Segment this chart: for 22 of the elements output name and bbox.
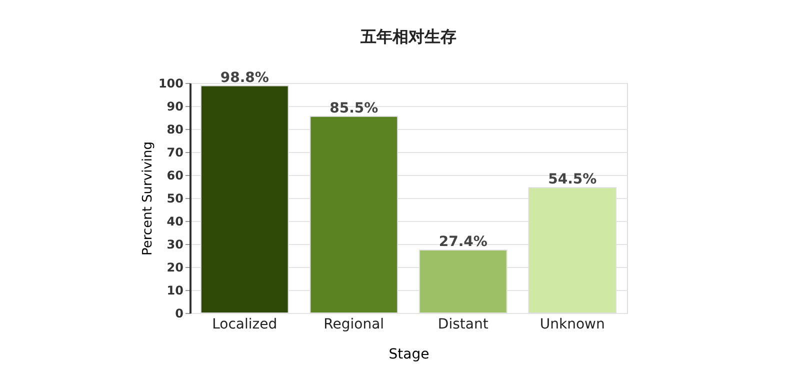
y-tick-label: 60 (166, 168, 184, 182)
data-label: 54.5% (548, 172, 597, 188)
data-label: 98.8% (220, 70, 269, 86)
x-tick-label: Distant (438, 316, 489, 332)
x-tick-label: Localized (212, 316, 278, 332)
y-tick-label: 50 (166, 192, 184, 206)
x-tick-label: Unknown (540, 316, 605, 332)
data-label: 85.5% (330, 100, 378, 116)
y-axis-title: Percent Surviving (140, 142, 156, 256)
y-tick-label: 70 (166, 146, 184, 160)
y-tick-label: 40 (166, 214, 184, 228)
y-tick-label: 30 (166, 238, 184, 252)
y-tick-label: 0 (175, 306, 184, 320)
data-label: 27.4% (438, 234, 488, 250)
y-tick-label: 100 (158, 76, 184, 90)
chart-title: 五年相对生存 (360, 26, 456, 46)
y-tick-label: 90 (166, 100, 184, 114)
x-axis-title: Stage (388, 346, 430, 362)
x-tick-label: Regional (324, 316, 384, 332)
y-tick-label: 80 (166, 122, 184, 136)
y-tick-label: 20 (166, 260, 184, 274)
y-tick-label: 10 (166, 284, 184, 298)
